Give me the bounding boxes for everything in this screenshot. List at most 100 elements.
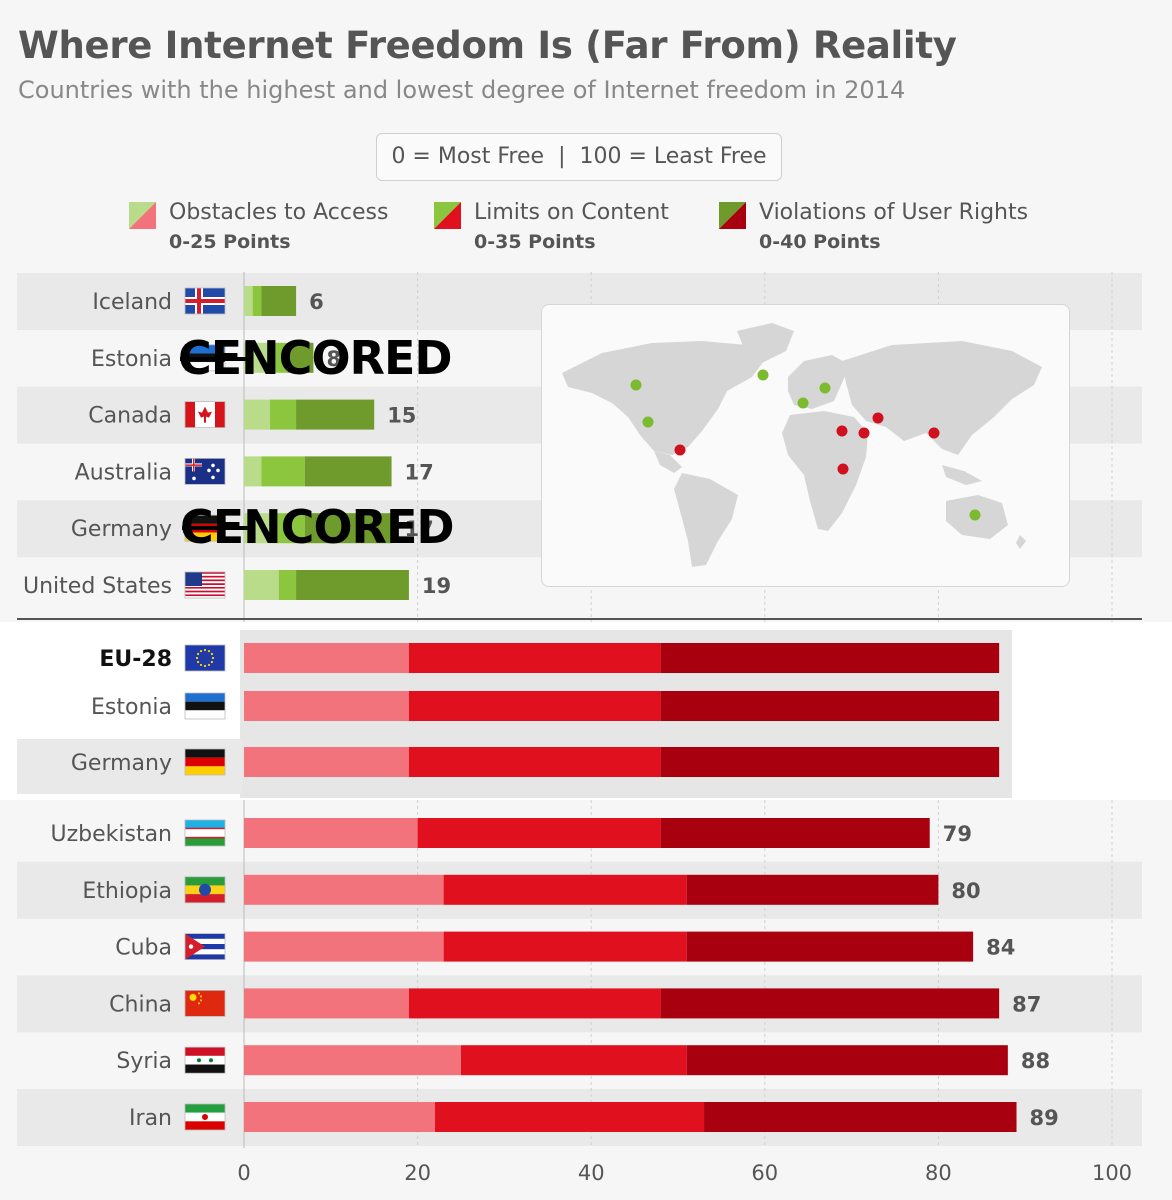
- estonia-flag-blue: [185, 693, 225, 702]
- usa-flag-white-stripe-6: [185, 596, 225, 598]
- bar-canada-top-access: [244, 399, 271, 430]
- china-flag-star-1: [200, 995, 202, 998]
- map-dot-iran: [858, 427, 870, 439]
- estonia-flag-blue: [185, 344, 225, 354]
- cuba-flag: [184, 933, 226, 960]
- map-dot-australia: [969, 509, 981, 521]
- bar-estonia-eu-content: [408, 691, 661, 721]
- north-america-land: [562, 341, 764, 455]
- uzbekistan-flag-green: [185, 837, 225, 846]
- usa-flag-stripe-4: [185, 586, 225, 589]
- iran-flag-border: [184, 1103, 226, 1131]
- country-label-united-states-top: United States: [23, 574, 172, 599]
- chart-labels: 0 20 40 60 80 100 Iceland 6 Estonia 8 Canada 15 Aust…: [23, 287, 1132, 1185]
- cuba-flag-triangle: [185, 933, 205, 960]
- usa-flag-stripe-2: [185, 579, 225, 582]
- iran-flag-emblem: [202, 1114, 208, 1120]
- x-tick-label-80: 80: [925, 1161, 952, 1185]
- country-label-estonia-top: Estonia: [91, 347, 172, 372]
- legend-label-access: Obstacles to Access: [169, 200, 389, 225]
- bar-iran-access: [244, 1102, 435, 1132]
- china-flag-big-star: [189, 993, 197, 1001]
- eu-labels: EU-28 Estonia Germany: [71, 644, 226, 776]
- bar-germany-top-content: [270, 513, 305, 544]
- bar-iran-content: [434, 1102, 705, 1132]
- country-label-uzbekistan: Uzbekistan: [50, 822, 172, 847]
- country-label-ethiopia: Ethiopia: [82, 879, 172, 904]
- scale-note: 0 = Most Free | 100 = Least Free: [376, 133, 782, 181]
- value-label-iran: 89: [1030, 1106, 1059, 1130]
- bar-eu-28-eu-access: [244, 643, 409, 673]
- bar-united-states-top-content: [278, 570, 297, 600]
- ethiopia-flag-border: [184, 876, 226, 904]
- iran-flag-green: [185, 1104, 225, 1113]
- country-label-canada-top: Canada: [88, 404, 172, 429]
- new-zealand-land: [1016, 535, 1026, 549]
- map-dot-estonia: [819, 382, 831, 394]
- chart-subtitle: Countries with the highest and lowest de…: [18, 76, 906, 104]
- bar-uzbekistan-access: [244, 818, 418, 848]
- bar-china-rights: [660, 988, 1000, 1019]
- bar-canada-top-content: [270, 399, 297, 430]
- x-tick-label-40: 40: [578, 1161, 605, 1185]
- usa-flag-stripe-3: [185, 583, 225, 585]
- value-label-canada-top: 15: [387, 404, 416, 428]
- ethiopia-flag-green: [185, 876, 225, 886]
- south-america-land: [674, 473, 738, 567]
- eu-bars: [244, 643, 1000, 777]
- iceland-flag-cross-h: [185, 299, 225, 303]
- bar-cuba-access: [244, 931, 444, 962]
- scale-note-left: 0 = Most Free: [391, 144, 545, 169]
- uzbekistan-flag-line-bottom: [185, 836, 225, 839]
- map-dot-ethiopia: [837, 463, 849, 475]
- map-dot-uzbekistan: [872, 412, 884, 424]
- country-label-eu-28-eu: EU-28: [99, 647, 172, 672]
- usa-flag-white-stripe-1: [185, 577, 225, 580]
- bar-iceland-top-content: [252, 286, 262, 316]
- eu-flag-star-2: [207, 663, 211, 667]
- map-dot-germany: [797, 397, 809, 409]
- central-america-land: [654, 451, 682, 473]
- value-label-germany-top: 17: [405, 517, 434, 541]
- bar-estonia-eu-rights: [660, 691, 1000, 721]
- bar-syria-rights: [686, 1045, 1008, 1076]
- australia-flag-star-1: [211, 463, 215, 468]
- china-flag: [184, 990, 226, 1017]
- legend-label-rights: Violations of User Rights: [759, 200, 1029, 225]
- eu-flag-star-7: [196, 652, 200, 656]
- bar-estonia-eu-access: [244, 691, 409, 721]
- world-map-card: [541, 304, 1070, 587]
- eu-flag-star-9: [203, 648, 207, 652]
- eu-flag-border: [184, 644, 226, 672]
- china-flag-border: [184, 990, 226, 1017]
- eu-flag-star-8: [199, 649, 203, 653]
- legend-swatch-access: [129, 202, 156, 229]
- country-label-estonia-eu: Estonia: [91, 695, 172, 720]
- australia-flag-star-2: [216, 468, 220, 473]
- greenland-land: [737, 323, 794, 363]
- bar-cuba-rights: [686, 931, 974, 962]
- usa-flag: [184, 571, 226, 599]
- usa-flag-stripe-5: [185, 590, 225, 593]
- bar-australia-top-access: [244, 456, 262, 487]
- usa-flag-white-stripe-0: [185, 573, 225, 576]
- chart-title: Where Internet Freedom Is (Far From) Rea…: [18, 24, 957, 67]
- eu-flag: [184, 644, 226, 672]
- x-tick-label-0: 0: [237, 1161, 250, 1185]
- ethiopia-flag: [184, 876, 226, 904]
- bar-estonia-top-access: [244, 342, 271, 373]
- china-flag-star-3: [198, 1002, 200, 1005]
- estonia-flag-black: [185, 701, 225, 711]
- uzbekistan-flag-blue: [185, 820, 225, 829]
- country-label-australia-top: Australia: [75, 460, 172, 485]
- uzbekistan-flag: [184, 819, 226, 847]
- value-label-syria: 88: [1021, 1049, 1050, 1073]
- syria-flag-border: [184, 1046, 226, 1074]
- world-landmass: [562, 323, 1042, 567]
- map-dot-cuba: [674, 444, 686, 456]
- bar-germany-eu-content: [408, 747, 661, 777]
- southeast-asia-land: [942, 465, 982, 485]
- bar-iran-rights: [704, 1102, 1017, 1132]
- usa-flag-stripe-0: [185, 572, 225, 574]
- iceland-flag: [184, 287, 226, 315]
